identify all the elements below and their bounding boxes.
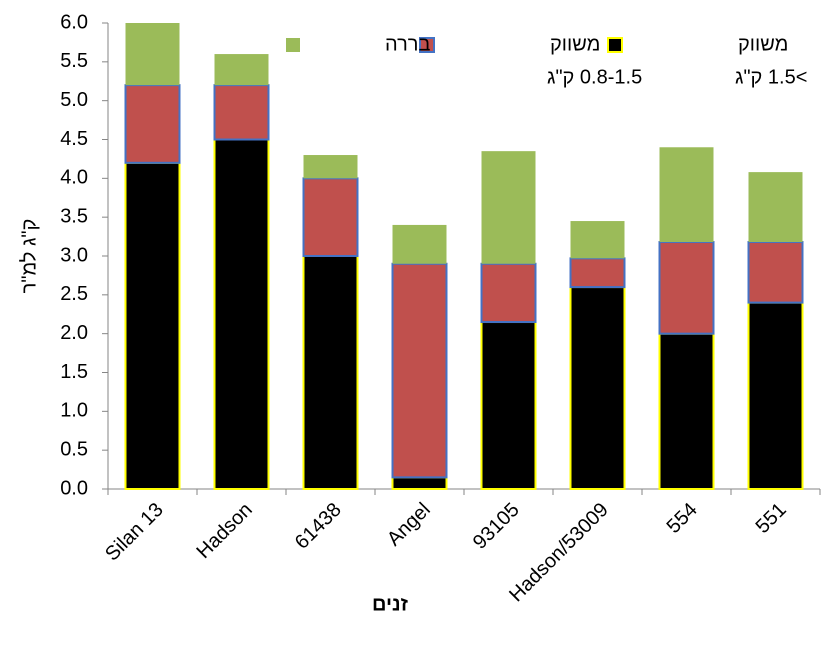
y-tick-label: 5.5	[60, 50, 88, 72]
bar-segment	[569, 257, 626, 289]
bar-segment	[302, 255, 359, 490]
x-tick-label: Silan 13	[101, 499, 168, 566]
legend-swatch	[419, 37, 435, 53]
bar-segment	[659, 147, 714, 243]
x-axis-label: זנים	[372, 593, 409, 615]
y-tick-label: 1.0	[60, 400, 88, 422]
x-tick-label: 93105	[469, 499, 524, 554]
y-tick-label: 5.0	[60, 89, 88, 111]
legend-detail: 0.8-1.5 ק"ג	[547, 66, 642, 88]
y-axis-label: ק"ג למ"ר	[18, 219, 40, 294]
bar-segment	[747, 241, 804, 304]
x-tick-label: 61438	[291, 499, 346, 554]
legend-label: משווק	[550, 33, 600, 55]
bar-segment	[392, 224, 447, 264]
y-tick-label: 2.0	[60, 322, 88, 344]
x-tick-label: 551	[752, 499, 791, 538]
bar-segment	[480, 321, 537, 490]
x-tick-label: Angel	[383, 499, 435, 551]
bar-segment	[569, 286, 626, 491]
bar-segment	[125, 23, 180, 86]
y-tick-label: 6.0	[60, 11, 88, 33]
bar-segment	[658, 241, 715, 335]
bar-segment	[658, 332, 715, 490]
bar-segment	[391, 476, 448, 491]
bar-segment	[124, 161, 181, 491]
y-tick-label: 0.5	[60, 438, 88, 460]
legend-swatch	[286, 38, 300, 52]
y-tick-label: 0.0	[60, 477, 88, 499]
legend-detail: >1.5 ק"ג	[735, 66, 807, 88]
legend-label: בררה	[385, 33, 430, 55]
bar-segment	[481, 151, 536, 264]
bar-segment	[303, 155, 358, 179]
y-tick-label: 2.5	[60, 283, 88, 305]
legend-swatch	[607, 37, 623, 53]
legend-label: משווק	[738, 33, 788, 55]
bar-segment	[213, 84, 270, 141]
bar-segment	[214, 54, 269, 86]
y-tick-label: 4.5	[60, 128, 88, 150]
y-tick-label: 4.0	[60, 167, 88, 189]
y-tick-label: 3.5	[60, 205, 88, 227]
bar-segment	[480, 262, 537, 324]
bar-segment	[124, 84, 181, 164]
y-tick-label: 1.5	[60, 361, 88, 383]
bar-segment	[391, 262, 448, 479]
bar-segment	[213, 138, 270, 490]
x-tick-label: 554	[663, 499, 702, 538]
x-tick-label: Hadson	[192, 499, 256, 563]
bar-segment	[748, 172, 803, 243]
bar-segment	[302, 177, 359, 257]
bar-segment	[570, 221, 625, 259]
bar-segment	[747, 301, 804, 490]
y-tick-label: 3.0	[60, 244, 88, 266]
